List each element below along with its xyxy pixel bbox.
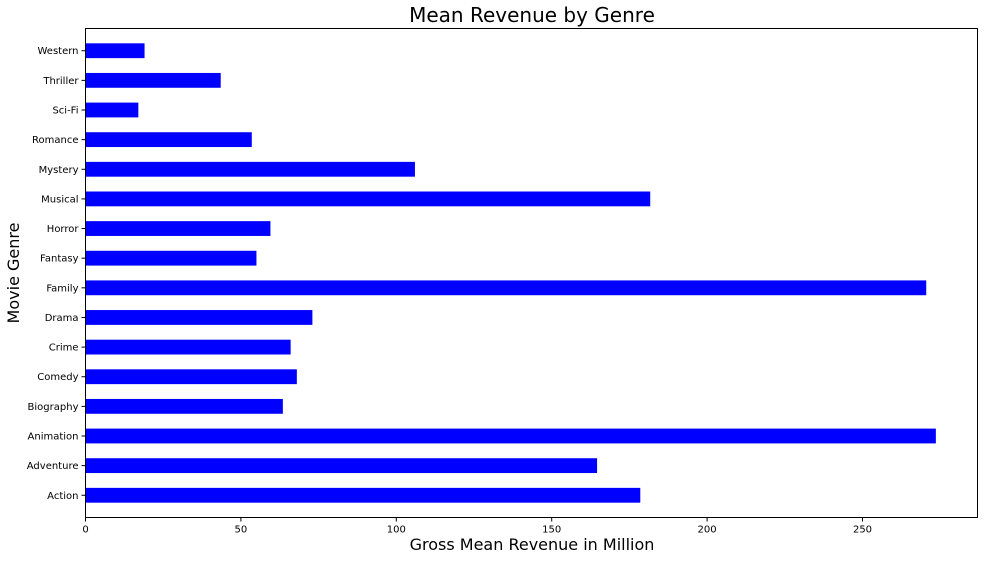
bar-romance bbox=[85, 132, 252, 148]
y-tick-label: Thriller bbox=[42, 76, 79, 87]
y-tick-label: Crime bbox=[49, 343, 79, 354]
x-tick-label: 150 bbox=[542, 525, 561, 536]
y-tick-label: Biography bbox=[28, 402, 79, 413]
bar-thriller bbox=[85, 72, 221, 88]
bar-drama bbox=[85, 310, 313, 325]
x-tick-label: 250 bbox=[853, 525, 872, 536]
bar-action bbox=[85, 487, 641, 503]
y-tick-label: Fantasy bbox=[40, 254, 79, 265]
y-tick-label: Comedy bbox=[37, 372, 78, 383]
x-tick-label: 200 bbox=[698, 525, 717, 536]
bar-mystery bbox=[85, 161, 415, 177]
y-tick-label: Adventure bbox=[27, 461, 79, 472]
y-tick-label: Horror bbox=[47, 224, 80, 235]
y-axis-label: Movie Genre bbox=[4, 223, 23, 324]
bars-group bbox=[85, 43, 936, 503]
y-tick-label: Action bbox=[47, 491, 78, 502]
y-tick-label: Romance bbox=[32, 135, 78, 146]
x-tick-label: 50 bbox=[235, 525, 248, 536]
plot-frame bbox=[85, 28, 978, 518]
y-tick-label: Drama bbox=[45, 313, 79, 324]
y-tick-label: Musical bbox=[41, 194, 78, 205]
y-tick-label: Animation bbox=[28, 432, 79, 443]
bar-fantasy bbox=[85, 250, 257, 266]
bar-musical bbox=[85, 191, 651, 207]
y-axis-ticks: Action Adventure Animation Biography Comedy C… bbox=[27, 46, 86, 502]
x-tick-label: 0 bbox=[82, 525, 88, 536]
x-axis-ticks: 0 50 100 150 200 250 bbox=[82, 517, 872, 536]
bar-animation bbox=[85, 428, 936, 444]
x-tick-label: 100 bbox=[387, 525, 406, 536]
bar-sci-fi bbox=[85, 102, 139, 118]
bar-comedy bbox=[85, 369, 297, 385]
y-tick-label: Mystery bbox=[39, 165, 79, 176]
chart-title: Mean Revenue by Genre bbox=[409, 3, 655, 27]
y-tick-label: Western bbox=[37, 46, 78, 57]
bar-adventure bbox=[85, 458, 598, 474]
bar-family bbox=[85, 280, 927, 296]
y-tick-label: Sci-Fi bbox=[52, 106, 78, 117]
bar-crime bbox=[85, 339, 291, 355]
bar-western bbox=[85, 43, 145, 59]
bar-biography bbox=[85, 398, 283, 414]
x-axis-label: Gross Mean Revenue in Million bbox=[410, 535, 655, 554]
bar-horror bbox=[85, 221, 271, 236]
y-tick-label: Family bbox=[46, 283, 78, 294]
